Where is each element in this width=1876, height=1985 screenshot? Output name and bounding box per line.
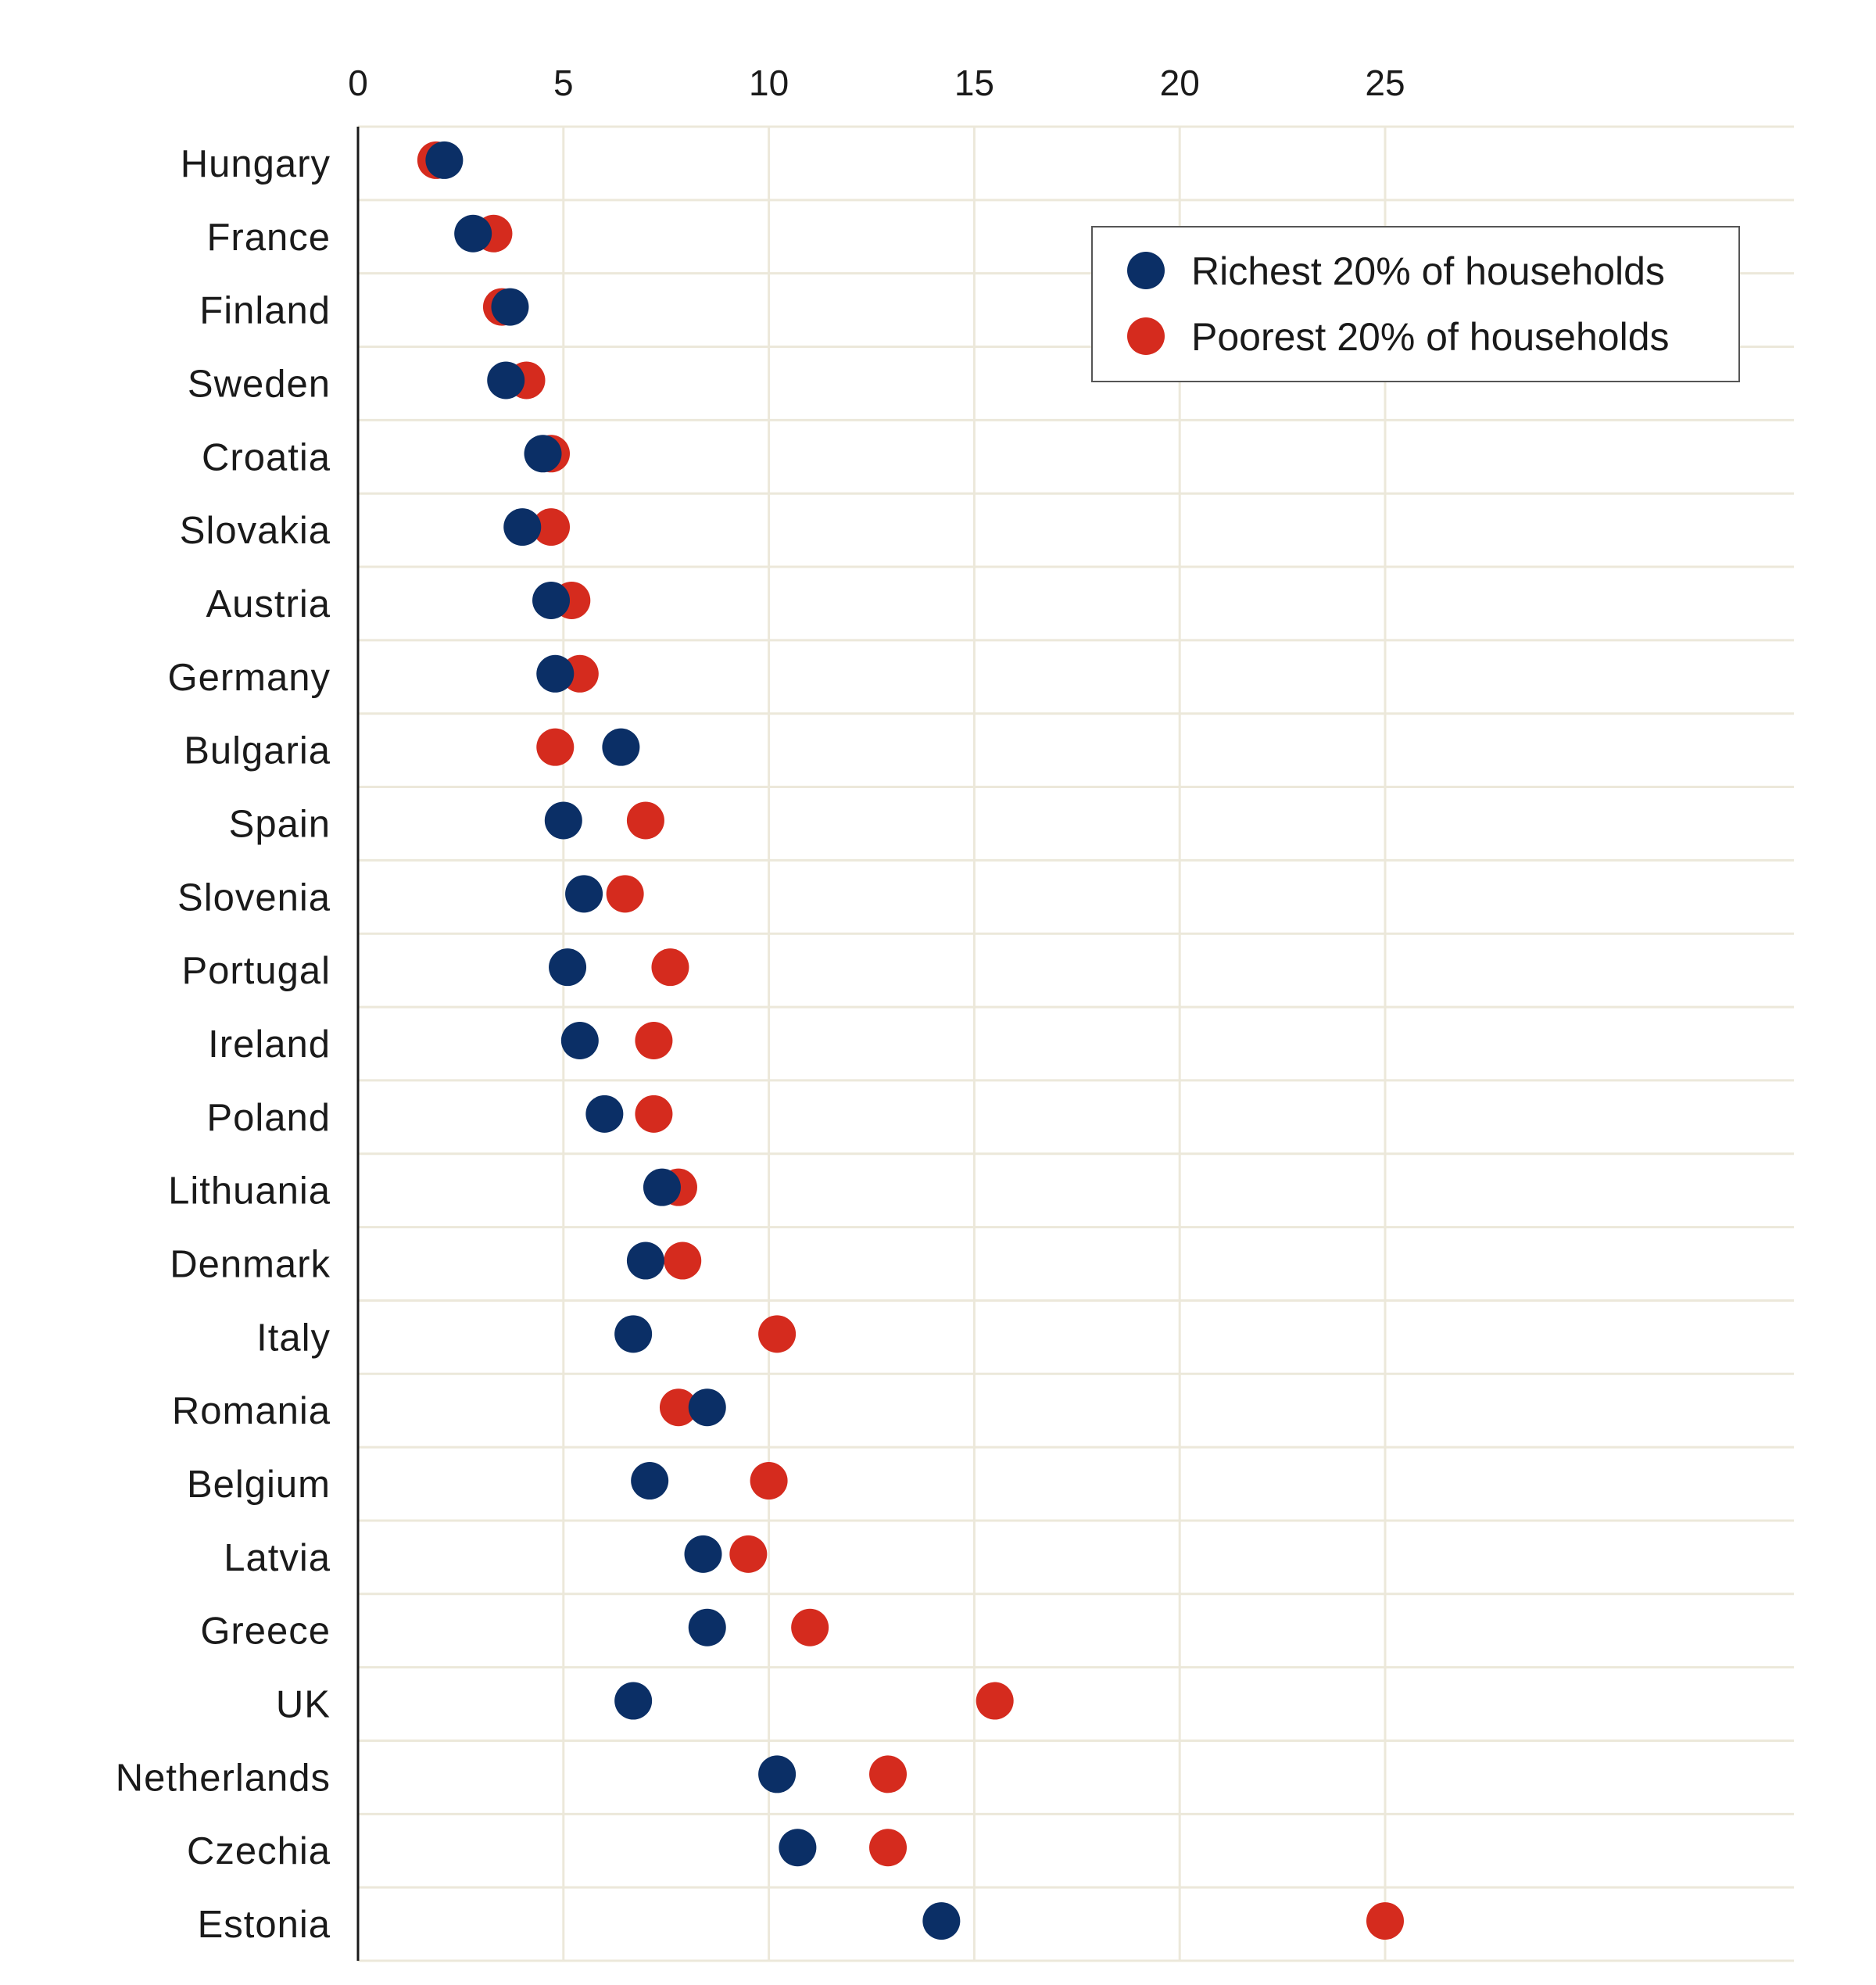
category-label: Poland bbox=[206, 1097, 331, 1139]
category-label: Slovakia bbox=[180, 510, 331, 552]
data-point-poorest bbox=[869, 1755, 908, 1793]
category-label: Portugal bbox=[181, 950, 331, 992]
category-labels: Hungary France Finland Sweden Croatia Slovaki… bbox=[116, 143, 331, 1946]
grid-lines bbox=[358, 125, 1794, 1962]
data-point-richest bbox=[532, 581, 571, 619]
data-point-richest bbox=[487, 361, 525, 400]
data-point-richest bbox=[560, 1022, 599, 1059]
data-point-poorest bbox=[635, 1022, 673, 1059]
x-tick-label: 20 bbox=[1160, 63, 1200, 103]
category-label: Estonia bbox=[198, 1904, 331, 1946]
category-label: Denmark bbox=[170, 1244, 331, 1286]
category-label: Romania bbox=[172, 1390, 331, 1432]
data-point-richest bbox=[585, 1095, 624, 1133]
data-point-poorest bbox=[626, 801, 664, 840]
data-point-poorest bbox=[750, 1462, 788, 1500]
data-point-poorest bbox=[651, 948, 689, 987]
category-label: France bbox=[206, 217, 331, 259]
data-point-richest bbox=[524, 435, 562, 473]
x-tick-label: 15 bbox=[954, 63, 994, 103]
data-point-poorest bbox=[791, 1608, 829, 1646]
category-label: Bulgaria bbox=[184, 730, 331, 772]
data-point-richest bbox=[684, 1535, 722, 1573]
data-point-poorest bbox=[976, 1682, 1014, 1720]
data-point-richest bbox=[688, 1608, 726, 1646]
legend-box bbox=[1091, 226, 1740, 382]
x-tick-label: 5 bbox=[553, 63, 574, 103]
data-point-richest bbox=[758, 1755, 797, 1793]
data-point-richest bbox=[549, 948, 587, 987]
data-point-richest bbox=[544, 801, 582, 840]
category-label: Ireland bbox=[208, 1023, 331, 1066]
category-label: Germany bbox=[167, 657, 331, 699]
data-point-poorest bbox=[729, 1535, 768, 1573]
category-label: Lithuania bbox=[168, 1170, 331, 1213]
category-label: Finland bbox=[199, 290, 331, 332]
legend: Richest 20% of households Poorest 20% of… bbox=[1091, 226, 1740, 382]
legend-label-richest: Richest 20% of households bbox=[1191, 249, 1665, 293]
category-label: Belgium bbox=[187, 1464, 331, 1506]
category-label: Netherlands bbox=[116, 1757, 331, 1799]
data-point-richest bbox=[425, 141, 464, 179]
category-label: Sweden bbox=[188, 363, 331, 405]
data-point-poorest bbox=[664, 1242, 702, 1280]
data-point-richest bbox=[503, 508, 542, 546]
data-point-richest bbox=[626, 1242, 664, 1280]
data-point-richest bbox=[631, 1462, 669, 1500]
data-point-richest bbox=[688, 1388, 726, 1427]
data-point-richest bbox=[454, 214, 492, 253]
category-label: Latvia bbox=[224, 1537, 331, 1579]
data-point-poorest bbox=[606, 875, 644, 913]
data-point-poorest bbox=[635, 1095, 673, 1133]
data-point-poorest bbox=[758, 1315, 797, 1353]
x-axis-ticks: 0 5 10 15 20 25 bbox=[348, 63, 1405, 103]
data-point-poorest bbox=[659, 1388, 697, 1427]
x-tick-label: 0 bbox=[348, 63, 368, 103]
data-point-richest bbox=[922, 1902, 961, 1940]
x-tick-label: 10 bbox=[749, 63, 789, 103]
data-point-richest bbox=[614, 1682, 653, 1720]
category-label: Slovenia bbox=[177, 876, 331, 919]
data-point-poorest bbox=[1366, 1902, 1404, 1940]
data-point-richest bbox=[602, 728, 640, 766]
category-label: Austria bbox=[206, 583, 331, 625]
category-label: Croatia bbox=[202, 436, 331, 478]
data-points bbox=[417, 141, 1404, 1940]
category-label: Hungary bbox=[181, 143, 331, 185]
data-point-richest bbox=[536, 654, 575, 693]
data-point-richest bbox=[491, 288, 529, 326]
x-tick-label: 25 bbox=[1365, 63, 1405, 103]
legend-marker-poorest bbox=[1127, 317, 1165, 355]
category-label: UK bbox=[276, 1684, 331, 1726]
legend-label-poorest: Poorest 20% of households bbox=[1191, 315, 1670, 359]
data-point-poorest bbox=[869, 1829, 908, 1867]
data-point-richest bbox=[565, 875, 603, 913]
category-label: Italy bbox=[256, 1317, 331, 1359]
category-label: Spain bbox=[229, 803, 331, 845]
legend-marker-richest bbox=[1127, 252, 1165, 289]
data-point-richest bbox=[643, 1168, 681, 1206]
data-point-poorest bbox=[532, 508, 571, 546]
data-point-richest bbox=[779, 1829, 817, 1867]
data-point-richest bbox=[614, 1315, 653, 1353]
data-point-poorest bbox=[536, 728, 575, 766]
category-label: Greece bbox=[200, 1611, 331, 1653]
category-label: Czechia bbox=[187, 1830, 331, 1872]
